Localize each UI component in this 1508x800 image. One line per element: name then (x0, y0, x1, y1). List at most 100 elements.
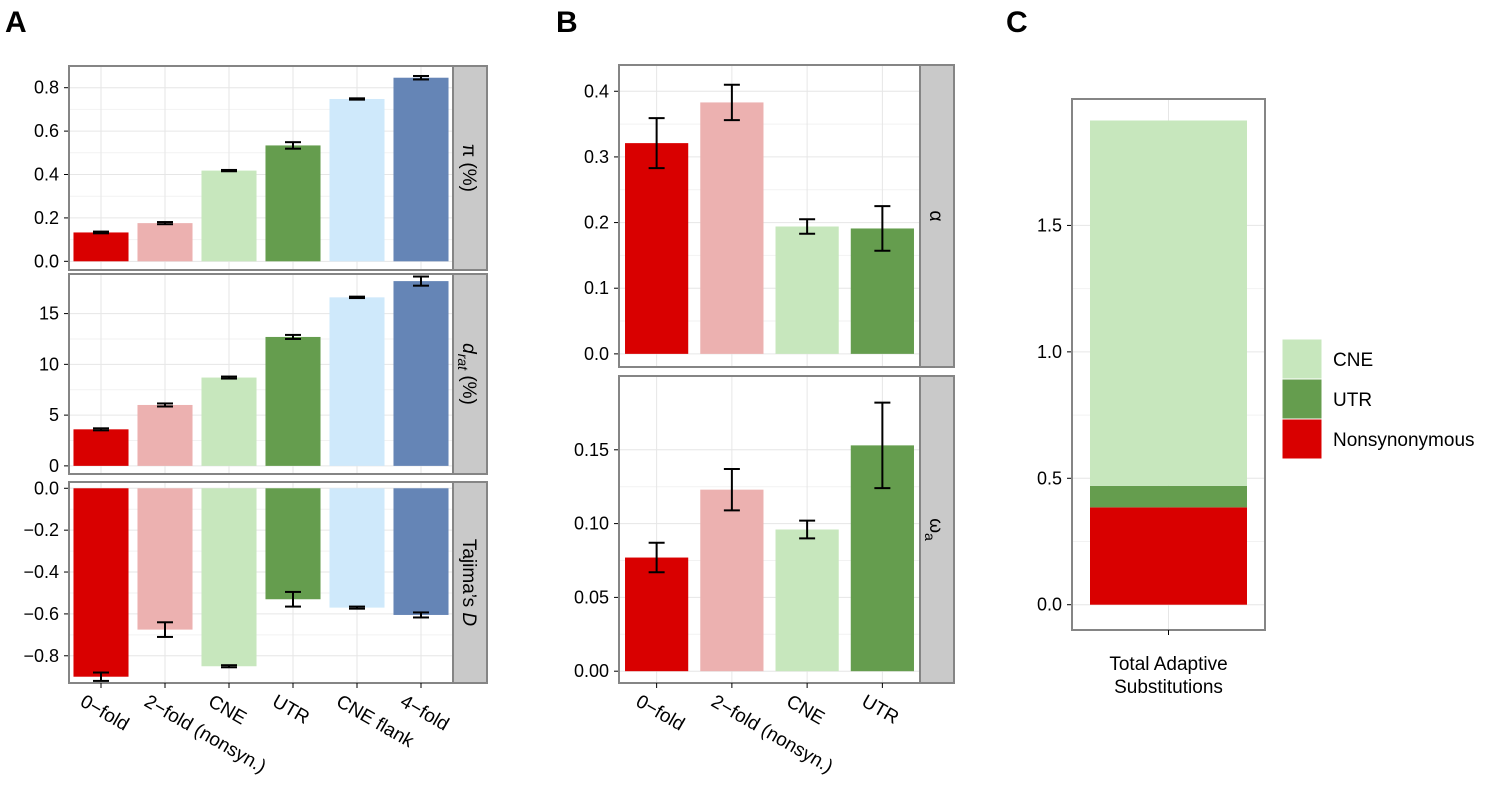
x-category-label: CNE (783, 691, 828, 729)
facet-strip (452, 65, 488, 271)
strip-label-suffix: (%) (458, 370, 479, 405)
legend-label: Nonsynonymous (1333, 430, 1475, 451)
facet-1: 0.0 0.2 0.4 0.6 0.8 π (%) (34, 65, 488, 271)
y-tick-label: −0.6 (23, 604, 59, 624)
error-bar (349, 295, 365, 300)
error-bar (349, 605, 365, 610)
legend-swatch-nonsynonymous (1281, 418, 1323, 460)
panel-a: 0.0 0.2 0.4 0.6 0.8 π (%) 0 5 10 15 drat (%) 0.0 −0.… (23, 65, 488, 778)
stacked-segment-cne (1090, 120, 1247, 486)
stacked-segment-utr (1090, 485, 1247, 508)
y-tick-label: 0.05 (574, 587, 609, 607)
bar-CNE (775, 529, 839, 672)
bar-4-fold (393, 488, 449, 615)
error-bar (93, 230, 109, 235)
error-bar (93, 671, 109, 682)
error-bar (723, 467, 740, 512)
panel-b: 0.0 0.1 0.2 0.3 0.4 α 0.00 0.05 0.10 0.15 ωa 0−fold… (574, 64, 955, 778)
bar-UTR (265, 145, 321, 262)
bar-0-fold (625, 557, 689, 672)
y-tick-label: 0.4 (34, 165, 59, 185)
facet-strip (452, 273, 488, 475)
error-bar (221, 168, 237, 173)
facet-strip-label: Tajima’s D (458, 539, 479, 627)
legend-label: UTR (1333, 390, 1372, 411)
panel-letter-c: C (1006, 6, 1028, 39)
error-bar (413, 275, 429, 287)
y-tick-label: 0.0 (34, 251, 59, 271)
y-tick-label: 0.0 (1037, 595, 1062, 615)
y-tick-label: 0.2 (34, 208, 59, 228)
strip-label-main: d (458, 343, 479, 355)
x-category-label: Substitutions (1114, 677, 1223, 698)
bar-2-fold (137, 488, 193, 630)
x-category-label: UTR (269, 691, 313, 729)
bar-0-fold (73, 232, 129, 262)
x-category-label: 0−fold (77, 691, 133, 735)
facet-strip-label: drat (%) (455, 343, 479, 405)
y-tick-label: 10 (39, 354, 59, 374)
error-bar (349, 97, 365, 101)
x-category-label: 0−fold (632, 691, 688, 735)
y-tick-label: 0.0 (34, 478, 59, 498)
y-tick-label: 0.5 (1037, 468, 1062, 488)
facet-background (69, 66, 453, 270)
legend-label: CNE (1333, 350, 1373, 371)
error-bar (799, 218, 816, 235)
panel-letter-b: B (556, 6, 578, 39)
bar-0-fold (625, 143, 689, 354)
facet-3: 0.0 −0.2 −0.4 −0.6 −0.8 Tajima’s D (23, 478, 488, 684)
strip-label-subscript: rat (455, 354, 471, 371)
error-bar (285, 590, 301, 608)
bar-0-fold (73, 429, 129, 466)
error-bar (874, 205, 891, 252)
facet-strip (452, 481, 488, 684)
facet-1: 0.0 0.1 0.2 0.3 0.4 α (584, 64, 955, 368)
y-tick-label: 5 (49, 405, 59, 425)
error-bar (157, 402, 173, 408)
y-tick-label: 0.4 (584, 81, 609, 101)
error-bar (157, 221, 173, 226)
facet-strip-label: π (%) (458, 144, 479, 192)
error-bar (874, 401, 891, 490)
y-tick-label: 0.3 (584, 147, 609, 167)
y-tick-label: 0.00 (574, 661, 609, 681)
facet-background (69, 482, 453, 683)
error-bar (648, 541, 665, 574)
y-tick-label: 0.15 (574, 440, 609, 460)
bar-4-fold (393, 281, 449, 466)
bar-CNE (201, 170, 257, 262)
strip-label-main: Tajima’s (458, 539, 479, 613)
y-tick-label: 0 (49, 456, 59, 476)
bar-2-fold (137, 223, 193, 262)
strip-label-subscript: a (922, 533, 938, 541)
legend-swatch-utr (1281, 378, 1323, 420)
error-bar (413, 74, 429, 81)
facet-strip-label: ωa (922, 518, 946, 541)
strip-label-main: ω (925, 518, 946, 533)
y-tick-label: 0.0 (584, 344, 609, 364)
facet-strip (919, 64, 955, 368)
error-bar (413, 611, 429, 619)
x-category-label: UTR (858, 691, 902, 729)
y-tick-label: 0.8 (34, 78, 59, 98)
bar-CNE flank (329, 297, 385, 466)
bar-0-fold (73, 488, 129, 677)
bar-2-fold (700, 489, 764, 672)
bar-UTR (265, 488, 321, 600)
bar-2-fold (137, 404, 193, 466)
y-tick-label: 15 (39, 304, 59, 324)
bar-CNE flank (329, 488, 385, 608)
bar-CNE (775, 226, 839, 354)
y-tick-label: 1.5 (1037, 215, 1062, 235)
x-category-label: Total Adaptive (1109, 654, 1227, 675)
facet-strip-label: α (925, 211, 946, 222)
y-tick-label: 0.6 (34, 121, 59, 141)
error-bar (723, 83, 740, 122)
y-tick-label: 1.0 (1037, 342, 1062, 362)
legend: CNE UTR Nonsynonymous (1281, 338, 1475, 460)
x-category-label: 2−fold (nonsyn.) (141, 691, 270, 778)
bar-2-fold (700, 102, 764, 354)
